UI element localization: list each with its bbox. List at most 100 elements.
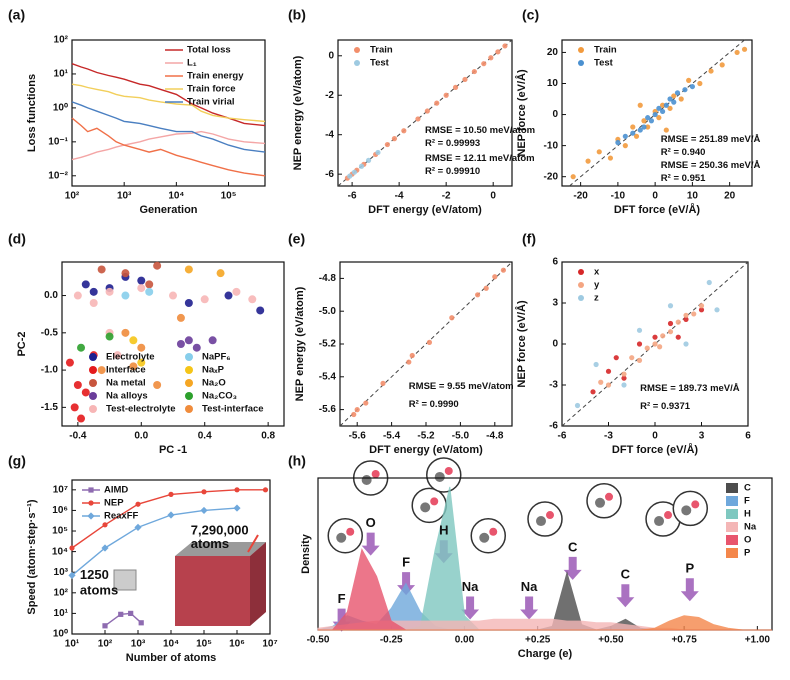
point xyxy=(137,276,146,285)
y-tick-label: 10¹ xyxy=(54,69,69,80)
point xyxy=(184,299,193,307)
x-tick-label: 0.4 xyxy=(198,431,212,442)
x-tick-label: 20 xyxy=(724,191,736,202)
y-tick-label: 10⁻² xyxy=(48,170,68,181)
atom xyxy=(595,497,606,508)
point xyxy=(449,315,455,321)
y-tick-label: 10⁰ xyxy=(53,103,68,114)
arrow xyxy=(361,532,380,556)
y-axis-label: NEP force (eV/Å) xyxy=(515,300,528,388)
y-tick-label: -1.5 xyxy=(41,402,59,413)
y-tick-label: 10⁻¹ xyxy=(48,136,68,147)
plot-frame xyxy=(61,261,285,427)
atom xyxy=(371,470,380,478)
annotation: RMSE = 250.36 meV/Å xyxy=(661,160,761,171)
point xyxy=(354,407,360,413)
point xyxy=(102,623,108,629)
point xyxy=(167,511,175,519)
atom xyxy=(430,497,439,506)
point xyxy=(256,306,265,315)
legend-label: Electrolyte xyxy=(106,352,155,363)
legend-swatch xyxy=(726,548,738,558)
y-tick-label: 10⁵ xyxy=(52,526,68,537)
annotation: 7,290,000 xyxy=(191,522,249,537)
legend-label: Na₂CO₃ xyxy=(202,391,237,402)
panel-label: (a) xyxy=(8,7,25,23)
legend-marker xyxy=(578,60,584,66)
point xyxy=(424,108,430,114)
legend-label: Total loss xyxy=(187,45,231,56)
point xyxy=(234,487,240,493)
point xyxy=(358,163,365,169)
x-tick-label: -5.2 xyxy=(417,431,435,442)
point xyxy=(97,366,106,375)
point xyxy=(636,341,643,347)
y-tick-label: 10⁴ xyxy=(52,546,68,557)
legend-label: Test xyxy=(370,58,390,69)
annotation: O xyxy=(366,515,376,530)
annotation: R² = 0.951 xyxy=(661,173,706,184)
x-tick-label: -5.4 xyxy=(383,431,401,442)
point xyxy=(613,355,619,361)
x-tick-label: 10⁵ xyxy=(196,639,212,650)
legend-label: Test-electrolyte xyxy=(106,404,176,415)
y-tick-label: -5.6 xyxy=(319,404,337,415)
point xyxy=(406,359,412,365)
point xyxy=(176,313,185,322)
point xyxy=(462,76,468,83)
legend-marker xyxy=(185,353,193,361)
point xyxy=(645,124,651,130)
x-tick-label: 10 xyxy=(687,191,699,202)
point xyxy=(645,115,651,121)
x-tick-label: +1.00 xyxy=(745,635,771,646)
atom xyxy=(605,492,614,501)
annotation: Na xyxy=(521,579,538,594)
point xyxy=(81,388,90,397)
legend-marker xyxy=(578,295,584,301)
y-tick-label: 0.0 xyxy=(44,290,58,301)
x-tick-label: -4 xyxy=(395,191,404,202)
legend-label: P xyxy=(744,548,751,559)
point xyxy=(621,375,627,381)
point xyxy=(633,133,640,139)
panel-label: (c) xyxy=(522,7,539,23)
point xyxy=(128,610,134,617)
point xyxy=(605,382,612,388)
point xyxy=(683,316,689,322)
line xyxy=(71,83,266,123)
point xyxy=(68,571,76,580)
x-tick-label: +0.50 xyxy=(598,635,624,646)
x-tick-label: 0.0 xyxy=(134,431,148,442)
diagonal xyxy=(339,261,513,427)
annotation: atoms xyxy=(80,582,118,597)
legend-label: O xyxy=(744,535,751,546)
x-tick-label: 10⁴ xyxy=(163,639,179,650)
y-tick-label: -20 xyxy=(544,171,559,182)
legend-marker xyxy=(89,379,97,387)
x-axis-label: PC -1 xyxy=(159,444,187,456)
point xyxy=(706,279,712,286)
point xyxy=(630,124,636,130)
point xyxy=(134,523,142,531)
y-tick-label: 10² xyxy=(54,587,69,598)
point xyxy=(200,506,208,515)
annotation: RMSE = 12.11 meV/atom xyxy=(425,153,535,164)
y-axis-label: NEP force (eV/Å) xyxy=(515,69,528,157)
legend-label: Test-interface xyxy=(202,404,264,415)
atom xyxy=(654,516,665,527)
cube-top xyxy=(175,542,266,556)
y-tick-label: 0 xyxy=(552,339,558,350)
x-axis-label: DFT energy (eV/atom) xyxy=(369,444,483,456)
point xyxy=(683,312,689,318)
plot-frame xyxy=(337,39,513,187)
x-tick-label: 0.00 xyxy=(455,635,475,646)
legend-marker xyxy=(87,512,95,520)
annotation: R² = 0.940 xyxy=(661,147,706,158)
x-tick-label: 0 xyxy=(652,191,658,202)
x-tick-label: -2 xyxy=(442,191,451,202)
y-tick-label: 10 xyxy=(547,78,559,89)
point xyxy=(153,381,162,389)
point xyxy=(657,344,663,350)
point xyxy=(201,489,207,495)
point xyxy=(224,291,233,300)
